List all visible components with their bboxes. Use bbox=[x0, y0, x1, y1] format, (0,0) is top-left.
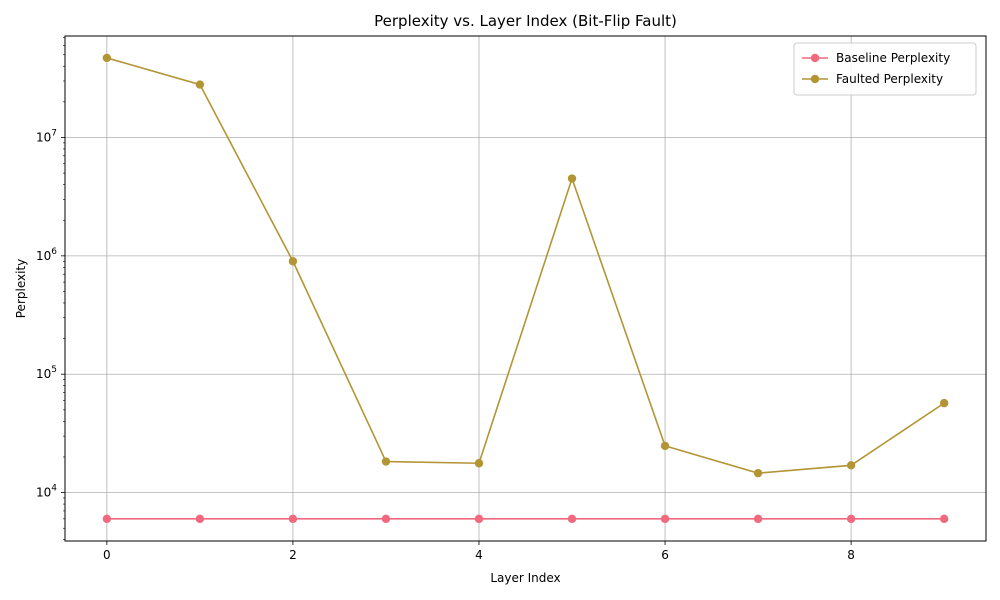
y-tick-label: 105 bbox=[36, 365, 57, 381]
y-tick-label: 107 bbox=[36, 128, 57, 144]
data-point bbox=[474, 514, 484, 524]
data-point bbox=[939, 398, 949, 408]
y-tick-label: 104 bbox=[36, 484, 57, 500]
data-point bbox=[381, 514, 391, 524]
series-line-1 bbox=[106, 57, 945, 474]
legend-marker bbox=[810, 74, 820, 84]
x-tick-label: 2 bbox=[289, 548, 297, 562]
legend-marker bbox=[810, 53, 820, 63]
legend-label: Faulted Perplexity bbox=[836, 72, 943, 86]
data-point bbox=[474, 459, 484, 468]
y-tick-label: 106 bbox=[36, 247, 57, 263]
legend-box bbox=[793, 42, 977, 96]
x-tick-label: 6 bbox=[661, 548, 669, 562]
data-point bbox=[567, 514, 577, 524]
data-point bbox=[846, 514, 856, 524]
data-point bbox=[660, 514, 670, 524]
axis-ticks: 0 2 4 6 8 104 105 106 107 bbox=[36, 37, 855, 562]
data-point bbox=[753, 468, 763, 478]
x-tick-label: 0 bbox=[103, 548, 111, 562]
data-point bbox=[381, 457, 391, 466]
data-point bbox=[288, 257, 298, 266]
legend-label: Baseline Perplexity bbox=[836, 51, 950, 65]
chart-title: Perplexity vs. Layer Index (Bit-Flip Fau… bbox=[374, 12, 677, 30]
data-point bbox=[660, 441, 670, 451]
legend: Baseline Perplexity Faulted Perplexity bbox=[793, 42, 977, 96]
series-lines bbox=[102, 53, 949, 524]
plot-frame bbox=[64, 35, 987, 542]
y-axis-label: Perplexity bbox=[14, 259, 28, 319]
x-tick-label: 4 bbox=[475, 548, 483, 562]
data-point bbox=[567, 174, 577, 183]
data-point bbox=[102, 514, 112, 524]
data-point bbox=[102, 53, 112, 63]
data-point bbox=[195, 514, 205, 524]
data-point bbox=[846, 461, 856, 470]
x-tick-label: 8 bbox=[847, 548, 855, 562]
data-point bbox=[753, 514, 763, 524]
data-point bbox=[288, 514, 298, 524]
grid-lines bbox=[65, 36, 986, 541]
data-point bbox=[195, 80, 205, 89]
data-point bbox=[939, 514, 949, 524]
x-axis-label: Layer Index bbox=[490, 571, 560, 585]
